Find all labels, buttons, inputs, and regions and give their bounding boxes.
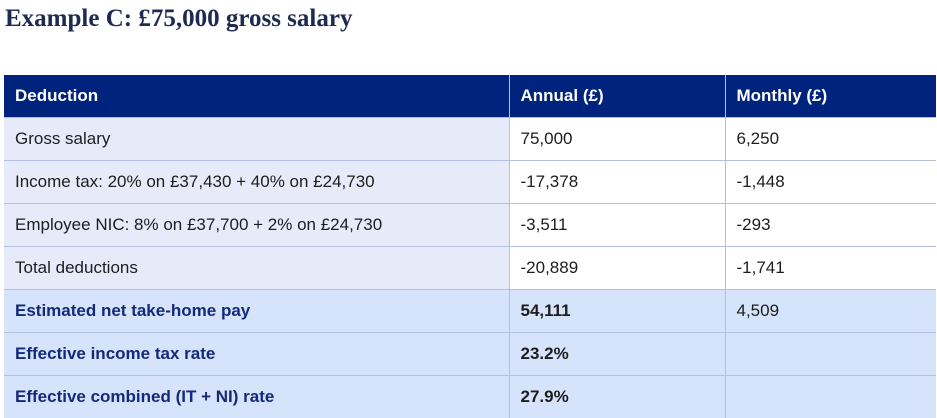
table-header-row: Deduction Annual (£) Monthly (£): [4, 75, 936, 118]
table-row-total-deductions: Total deductions -20,889 -1,741: [4, 246, 936, 290]
annual-value: 75,000: [509, 117, 726, 161]
deduction-label: Employee NIC: 8% on £37,700 + 2% on £24,…: [4, 203, 510, 247]
monthly-value: 6,250: [725, 117, 936, 161]
deduction-label: Total deductions: [4, 246, 510, 290]
column-header-annual: Annual (£): [509, 75, 726, 118]
deduction-label: Gross salary: [4, 117, 510, 161]
table-row-effective-income-tax-rate: Effective income tax rate 23.2%: [4, 332, 936, 376]
deduction-label: Effective combined (IT + NI) rate: [4, 375, 510, 418]
monthly-value: [725, 375, 936, 418]
annual-value: 23.2%: [509, 332, 726, 376]
annual-value: -17,378: [509, 160, 726, 204]
annual-value: -3,511: [509, 203, 726, 247]
monthly-value: [725, 332, 936, 376]
deduction-label: Income tax: 20% on £37,430 + 40% on £24,…: [4, 160, 510, 204]
annual-value: -20,889: [509, 246, 726, 290]
annual-value: 27.9%: [509, 375, 726, 418]
deduction-label: Estimated net take-home pay: [4, 289, 510, 333]
column-header-monthly: Monthly (£): [725, 75, 936, 118]
column-header-deduction: Deduction: [4, 75, 510, 118]
table-row-income-tax: Income tax: 20% on £37,430 + 40% on £24,…: [4, 160, 936, 204]
annual-value: 54,111: [509, 289, 726, 333]
monthly-value: 4,509: [725, 289, 936, 333]
monthly-value: -1,448: [725, 160, 936, 204]
table-row-effective-combined-rate: Effective combined (IT + NI) rate 27.9%: [4, 375, 936, 418]
page-title: Example C: £75,000 gross salary: [5, 5, 353, 32]
table-row-net-take-home: Estimated net take-home pay 54,111 4,509: [4, 289, 936, 333]
deduction-label: Effective income tax rate: [4, 332, 510, 376]
table-row-gross-salary: Gross salary 75,000 6,250: [4, 117, 936, 161]
salary-deduction-table: Deduction Annual (£) Monthly (£) Gross s…: [4, 75, 936, 418]
monthly-value: -1,741: [725, 246, 936, 290]
monthly-value: -293: [725, 203, 936, 247]
table-row-employee-nic: Employee NIC: 8% on £37,700 + 2% on £24,…: [4, 203, 936, 247]
